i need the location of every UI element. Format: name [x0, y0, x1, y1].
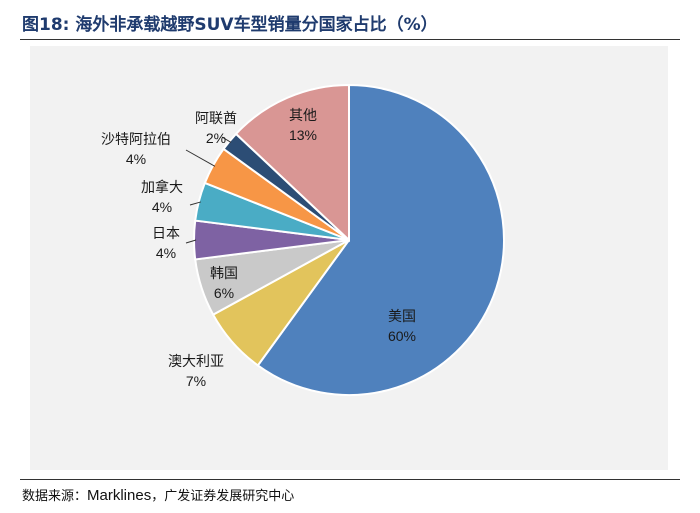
leader-line: [185, 239, 197, 244]
slice-label: 其他: [289, 108, 317, 124]
pie-slice: [256, 83, 505, 396]
slice-value-label: 6%: [214, 285, 234, 301]
slice-labels: 美国 60% 澳大利亚 7% 韩国 6% 日本 4% 加拿大 4% 沙特阿拉伯 4% 阿联酋 2% 其他 13…: [101, 108, 416, 389]
source-note: 数据来源：Marklines，广发证券发展研究中心: [22, 485, 294, 504]
slice-label: 美国: [388, 309, 416, 325]
slice-label: 阿联酋: [195, 110, 237, 127]
slice-label: 韩国: [210, 266, 238, 282]
leader-lines: [185, 136, 232, 244]
leader-line: [221, 136, 232, 143]
slice-label: 澳大利亚: [168, 354, 224, 370]
title-rule: [20, 39, 680, 40]
source-suffix: ，广发证券发展研究中心: [151, 489, 295, 504]
slice-label: 加拿大: [141, 179, 183, 196]
source-brand: Marklines: [87, 487, 152, 504]
source-rule: [20, 479, 680, 480]
slice-label: 日本: [152, 226, 180, 242]
leader-line: [185, 149, 216, 167]
slice-value-label: 4%: [152, 199, 172, 215]
slice-value-label: 13%: [289, 127, 317, 143]
pie-slice: [234, 83, 350, 243]
slice-value-label: 4%: [126, 151, 146, 167]
slice-label: 沙特阿拉伯: [101, 132, 171, 148]
slice-value-label: 7%: [186, 373, 206, 389]
source-prefix: 数据来源：: [22, 489, 88, 504]
pie-slices: [192, 83, 505, 396]
slice-value-label: 60%: [388, 328, 416, 344]
figure-title: 图18: 海外非承载越野SUV车型销量分国家占比（%）: [22, 15, 438, 35]
slice-value-label: 2%: [206, 130, 226, 146]
slice-value-label: 4%: [156, 245, 176, 261]
leader-line: [189, 201, 201, 206]
